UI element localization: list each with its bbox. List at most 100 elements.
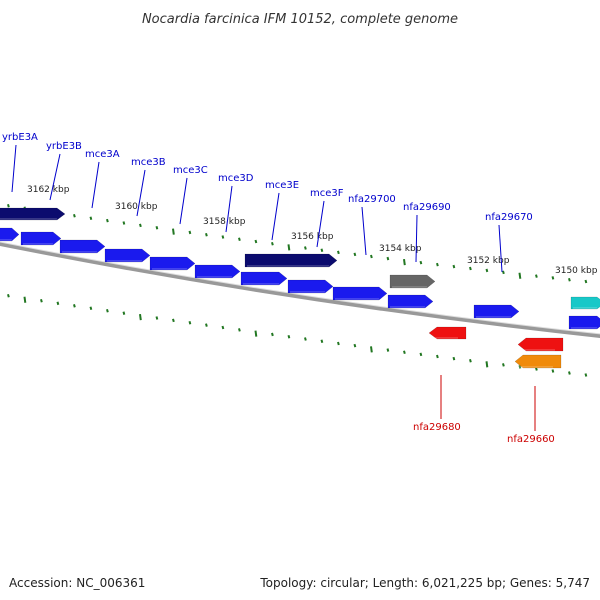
gene-nfa29680[interactable] — [428, 326, 467, 340]
gene-forward[interactable] — [568, 315, 600, 330]
tick-mark — [535, 274, 538, 278]
reverse-genes — [428, 326, 564, 369]
gene-nfa29660-shape — [514, 354, 562, 369]
gene-label[interactable]: mce3C — [173, 165, 208, 176]
leader-line — [179, 177, 188, 225]
tick-mark — [370, 346, 373, 353]
leader-line — [91, 161, 100, 209]
tick-mark — [188, 321, 192, 325]
tick-mark — [337, 341, 340, 346]
tick-mark — [23, 296, 27, 303]
gene-label[interactable]: mce3F — [310, 188, 344, 199]
gene-label[interactable]: nfa29690 — [403, 202, 451, 213]
gene-forward[interactable] — [240, 271, 288, 286]
gene-nfa29700[interactable] — [389, 274, 436, 289]
tick-mark — [568, 371, 571, 375]
gene-label[interactable]: mce3E — [265, 180, 299, 191]
tick-mark — [551, 369, 555, 373]
gene-label[interactable]: mce3A — [85, 149, 120, 160]
gene-label[interactable]: yrbE3A — [2, 132, 38, 143]
tick-mark — [502, 363, 505, 367]
tick-mark — [287, 244, 291, 251]
tick-mark — [568, 277, 571, 282]
tick-mark — [205, 232, 208, 237]
gene-forward-shape — [473, 304, 520, 319]
tick-mark — [155, 316, 159, 320]
tick-mark — [469, 266, 472, 271]
gene-reverse[interactable] — [517, 337, 564, 352]
tick-mark — [7, 293, 10, 298]
tick-label: 3150 kbp — [555, 266, 598, 276]
forward-genes — [0, 227, 600, 330]
tick-mark — [122, 221, 126, 225]
gene-label[interactable]: nfa29660 — [507, 434, 555, 445]
tick-mark — [304, 337, 307, 341]
tick-mark — [403, 350, 406, 354]
tick-mark — [287, 334, 291, 339]
tick-mark — [40, 299, 43, 303]
leader-line — [361, 206, 367, 256]
genome-backbone — [0, 241, 600, 338]
gene-reverse-shape — [517, 337, 564, 352]
gene-forward[interactable] — [149, 256, 196, 271]
gene-forward[interactable] — [473, 304, 520, 319]
gene-nfa29660[interactable] — [514, 354, 562, 369]
tick-label: 3162 kbp — [27, 185, 70, 195]
gene-label[interactable]: yrbE3B — [46, 141, 82, 152]
gene-mce3E-operon[interactable] — [244, 253, 338, 268]
tick-mark — [320, 339, 324, 343]
tick-mark — [485, 268, 489, 273]
gene-forward[interactable] — [332, 286, 388, 301]
leader-line — [225, 185, 233, 233]
gene-label[interactable]: nfa29670 — [485, 212, 533, 223]
leader-line — [316, 200, 325, 248]
tick-mark — [238, 237, 241, 242]
tick-mark — [122, 311, 126, 315]
gene-forward[interactable] — [194, 264, 241, 279]
tick-mark — [106, 308, 109, 313]
tick-mark — [304, 246, 307, 250]
gene-yrbE3-operon[interactable] — [0, 207, 66, 221]
tick-mark — [436, 262, 439, 267]
tick-label: 3160 kbp — [115, 202, 158, 212]
gene-label[interactable]: mce3D — [218, 173, 254, 184]
gene-forward-shape — [149, 256, 196, 271]
map-title: Nocardia farcinica IFM 10152, complete g… — [142, 12, 458, 27]
gene-forward-shape — [20, 231, 62, 246]
gene-label[interactable]: nfa29700 — [348, 194, 396, 205]
tick-mark — [172, 228, 175, 235]
tick-mark — [139, 313, 142, 321]
tick-mark — [205, 323, 208, 327]
tick-mark — [452, 356, 456, 361]
tick-mark — [403, 258, 406, 266]
gene-forward-shape — [0, 227, 20, 242]
tick-mark — [56, 301, 60, 306]
tick-mark — [337, 250, 340, 255]
gene-cyan[interactable] — [570, 296, 600, 310]
gene-forward-shape — [240, 271, 288, 286]
gene-forward-shape — [194, 264, 241, 279]
tick-mark — [73, 213, 76, 218]
gene-forward[interactable] — [20, 231, 62, 246]
accession-text: Accession: NC_006361 — [9, 576, 145, 590]
tick-mark — [271, 241, 274, 246]
tick-mark — [89, 216, 93, 220]
tick-mark — [518, 272, 522, 279]
gene-forward-shape — [332, 286, 388, 301]
tick-mark — [73, 304, 76, 308]
gene-forward[interactable] — [287, 279, 334, 294]
gene-forward-shape — [59, 239, 106, 254]
gene-forward[interactable] — [387, 294, 434, 309]
gene-forward[interactable] — [59, 239, 106, 254]
tick-label: 3152 kbp — [467, 256, 510, 266]
tick-mark — [502, 270, 505, 275]
gene-forward[interactable] — [104, 248, 151, 263]
genome-backbone-highlight — [0, 241, 600, 335]
gene-label[interactable]: mce3B — [131, 157, 166, 168]
tick-mark — [584, 279, 588, 284]
gene-label[interactable]: nfa29680 — [413, 422, 461, 433]
gene-forward[interactable] — [0, 227, 20, 242]
gene-cyan-shape — [570, 296, 600, 310]
